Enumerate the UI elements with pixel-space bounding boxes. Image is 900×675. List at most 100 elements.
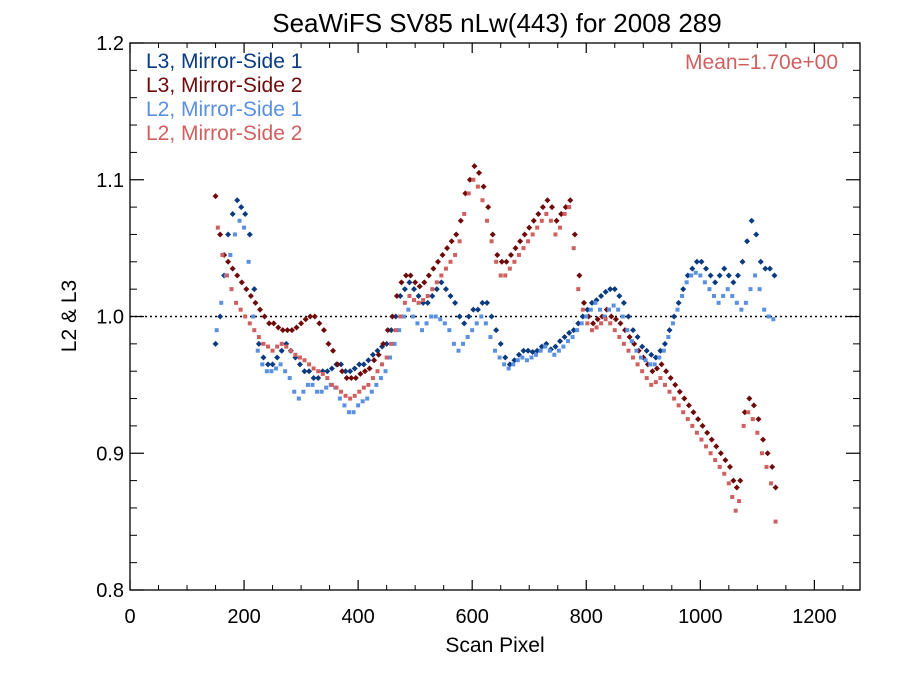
data-point [543, 344, 548, 349]
data-point [739, 307, 744, 312]
data-point [316, 369, 321, 374]
data-point [722, 471, 727, 476]
data-point [593, 300, 598, 305]
data-point [270, 348, 275, 353]
data-point [524, 358, 529, 363]
data-point [617, 320, 624, 327]
data-point [520, 347, 527, 354]
data-point [485, 218, 490, 223]
data-point [693, 258, 700, 265]
data-point [325, 376, 330, 381]
data-point [307, 362, 312, 367]
data-point [552, 343, 559, 350]
data-point [676, 388, 683, 395]
data-point [753, 231, 760, 238]
data-point [748, 217, 755, 224]
x-tick-label: 400 [341, 606, 374, 628]
data-point [526, 224, 533, 231]
y-tick-label: 1.1 [96, 170, 124, 192]
data-point [562, 211, 567, 216]
data-point [566, 329, 573, 336]
data-point [442, 286, 449, 293]
data-point [607, 307, 612, 312]
data-point [234, 197, 241, 204]
data-point [529, 355, 534, 360]
data-point [361, 368, 368, 375]
series-4 [215, 177, 778, 524]
data-point [620, 299, 627, 306]
data-point [251, 286, 258, 293]
data-point [507, 266, 512, 271]
mean-annotation: Mean=1.70e+00 [685, 51, 838, 74]
data-point [334, 361, 341, 368]
data-point [361, 385, 366, 390]
data-point [653, 380, 658, 385]
data-point [264, 369, 269, 374]
data-point [634, 348, 639, 353]
data-point [453, 231, 460, 238]
data-point [685, 402, 692, 409]
data-point [347, 410, 351, 415]
data-point [681, 410, 686, 415]
data-point [374, 382, 379, 387]
data-point [296, 396, 301, 401]
data-point [234, 300, 239, 305]
data-point [553, 232, 558, 237]
data-point [369, 351, 376, 358]
data-point [375, 369, 380, 374]
data-point [416, 283, 423, 290]
data-point [416, 300, 421, 305]
data-point [242, 225, 247, 230]
data-point [680, 286, 687, 293]
data-point [484, 299, 491, 306]
data-point [255, 340, 262, 347]
data-point [598, 292, 605, 299]
data-point [663, 368, 670, 375]
data-point [475, 184, 480, 189]
data-point [278, 347, 285, 354]
data-point [365, 357, 372, 364]
data-point [421, 298, 426, 303]
data-point [434, 280, 439, 285]
data-point [392, 341, 397, 346]
data-point [448, 238, 455, 245]
data-point [712, 279, 719, 286]
data-point [666, 327, 673, 334]
data-point [730, 495, 735, 500]
data-point [479, 314, 484, 319]
data-point [704, 429, 711, 436]
data-point [474, 321, 479, 326]
data-point [553, 217, 560, 224]
data-point [214, 328, 219, 333]
data-point [580, 307, 585, 312]
data-point [625, 328, 630, 333]
data-point [525, 347, 532, 354]
data-point [293, 324, 300, 331]
data-point [352, 393, 357, 398]
data-point [730, 293, 735, 298]
data-point [502, 362, 507, 367]
data-point [661, 340, 668, 347]
data-point [415, 292, 422, 299]
data-point [288, 348, 293, 353]
data-point [704, 444, 709, 449]
data-point [224, 273, 229, 278]
data-point [420, 328, 424, 333]
data-point [690, 409, 697, 416]
data-point [658, 361, 665, 368]
data-point [329, 382, 334, 387]
data-point [737, 499, 742, 504]
data-point [483, 321, 488, 326]
data-point [588, 307, 593, 312]
data-point [675, 299, 682, 306]
data-point [319, 389, 324, 394]
x-tick-label: 1000 [678, 606, 723, 628]
data-point [275, 324, 282, 331]
data-point [320, 327, 327, 334]
data-point [649, 382, 654, 387]
data-point [215, 225, 220, 230]
data-point [451, 341, 456, 346]
data-point [639, 355, 643, 360]
data-point [666, 335, 671, 340]
data-point [512, 245, 519, 252]
